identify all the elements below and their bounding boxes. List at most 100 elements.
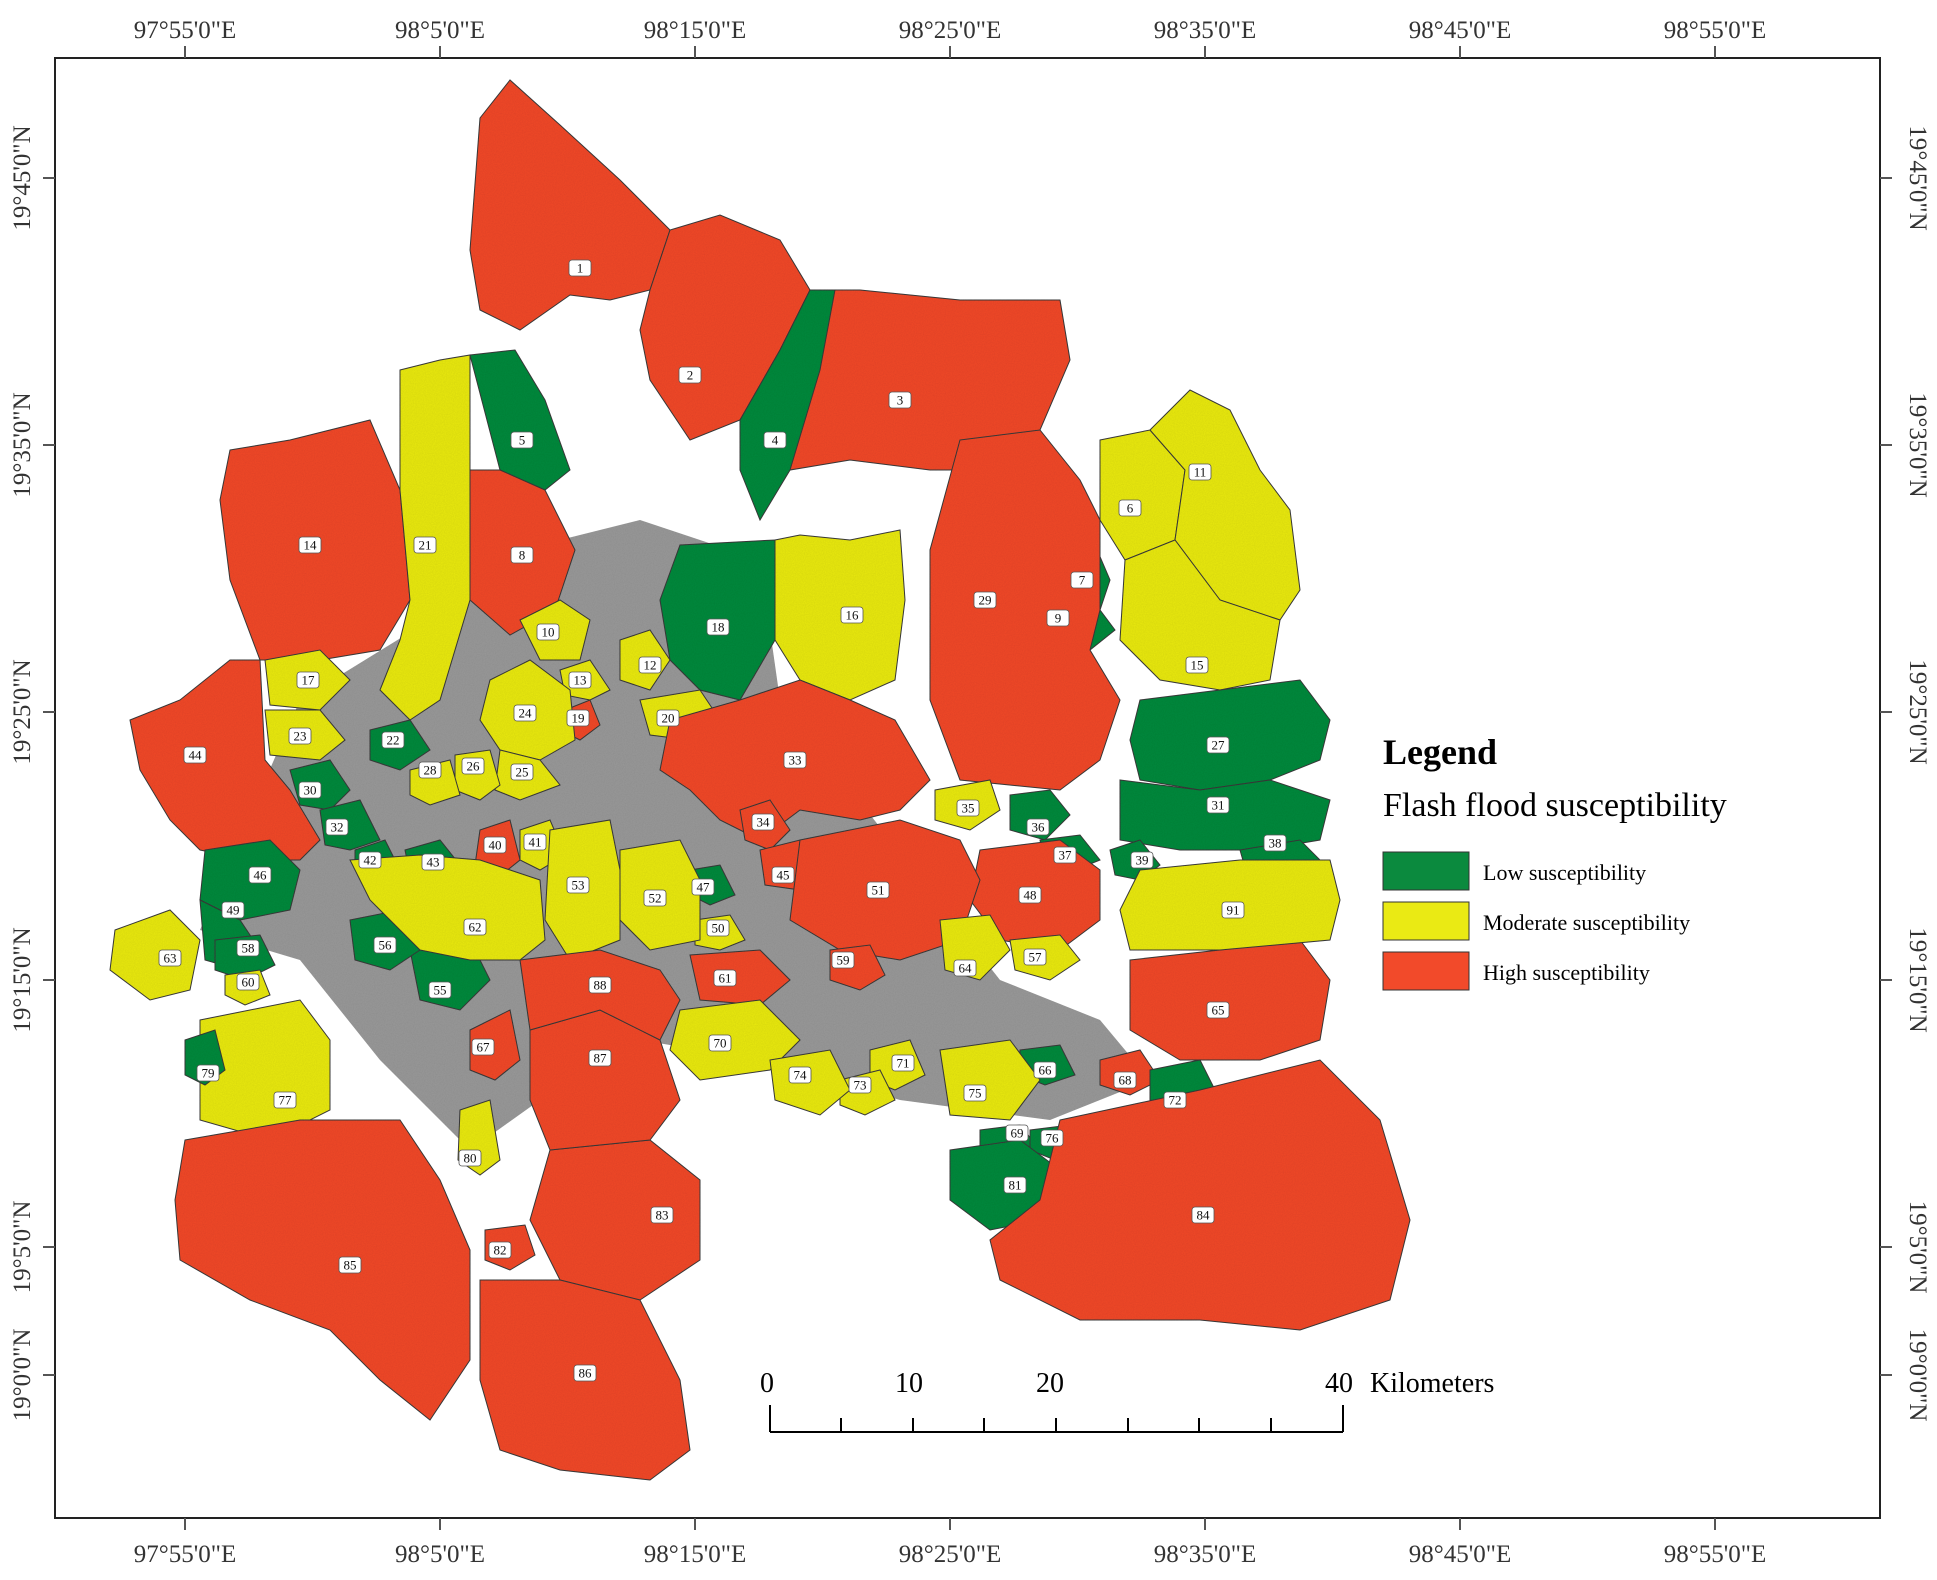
svg-text:63: 63: [164, 951, 177, 966]
basin-66-label: 66: [1033, 1061, 1057, 1079]
basin-43-label: 43: [421, 853, 445, 871]
basin-55-label: 55: [428, 981, 452, 999]
svg-text:34: 34: [757, 815, 771, 830]
basin-69-label: 69: [1005, 1124, 1029, 1142]
basin-62-region: [349, 854, 546, 961]
svg-text:55: 55: [434, 983, 447, 998]
bottom-longitude-labels: 97°55'0"E 98°5'0"E 98°15'0"E 98°25'0"E 98°35…: [134, 1541, 1766, 1568]
left-lat-label: 19°15'0"N: [9, 927, 36, 1032]
svg-text:9: 9: [1055, 611, 1062, 626]
svg-text:59: 59: [837, 953, 850, 968]
left-lat-label: 19°25'0"N: [9, 659, 36, 764]
svg-text:13: 13: [574, 673, 587, 688]
basin-15-region: [1119, 539, 1281, 691]
basin-20-label: 20: [656, 709, 680, 727]
svg-text:66: 66: [1039, 1063, 1053, 1078]
svg-text:26: 26: [467, 759, 481, 774]
bottom-lon-label: 98°55'0"E: [1664, 1541, 1766, 1568]
bottom-lon-label: 97°55'0"E: [134, 1541, 236, 1568]
svg-text:40: 40: [489, 838, 502, 853]
svg-text:12: 12: [644, 658, 657, 673]
svg-text:21: 21: [419, 538, 432, 553]
svg-text:71: 71: [897, 1056, 910, 1071]
basin-25-label: 25: [510, 763, 534, 781]
right-lat-label: 19°35'0"N: [1904, 392, 1931, 497]
svg-text:58: 58: [242, 941, 255, 956]
basin-84-label: 84: [1191, 1206, 1215, 1224]
basin-48-label: 48: [1018, 886, 1042, 904]
basin-62-label: 62: [463, 918, 487, 936]
basin-71-label: 71: [891, 1054, 915, 1072]
svg-text:32: 32: [331, 820, 344, 835]
scale-unit: Kilometers: [1370, 1368, 1494, 1399]
svg-text:65: 65: [1212, 1003, 1225, 1018]
basin-83-region: [529, 1139, 701, 1301]
left-lat-label: 19°45'0"N: [9, 125, 36, 230]
svg-text:8: 8: [519, 548, 526, 563]
legend-swatch-moderate: [1382, 901, 1470, 941]
basin-49-label: 49: [221, 901, 245, 919]
basin-31-region: [1119, 779, 1331, 851]
basin-27-region: [1129, 679, 1331, 791]
svg-text:83: 83: [656, 1208, 669, 1223]
svg-text:38: 38: [1269, 836, 1282, 851]
basin-73-label: 73: [848, 1076, 872, 1094]
bottom-lon-label: 98°35'0"E: [1154, 1541, 1256, 1568]
basin-21-label: 21: [413, 536, 437, 554]
top-lon-label: 98°35'0"E: [1154, 17, 1256, 44]
right-lat-label: 19°0'0"N: [1904, 1329, 1931, 1422]
basin-2-label: 2: [678, 366, 702, 384]
svg-text:28: 28: [424, 763, 437, 778]
legend: Legend Flash flood susceptibility Low su…: [1382, 732, 1727, 991]
basin-14-label: 14: [298, 536, 322, 554]
basin-77-region: [199, 999, 331, 1141]
basin-16-label: 16: [840, 606, 864, 624]
scale-tick-0: 0: [760, 1368, 774, 1399]
basin-57-label: 57: [1023, 948, 1047, 966]
right-lat-label: 19°15'0"N: [1904, 927, 1931, 1032]
basin-63-region: [109, 909, 201, 1001]
basin-91-label: 91: [1221, 901, 1245, 919]
legend-swatch-high: [1382, 951, 1470, 991]
basin-85-label: 85: [338, 1256, 362, 1274]
legend-item-low: Low susceptibility: [1483, 860, 1646, 885]
svg-text:14: 14: [304, 538, 318, 553]
basin-79-label: 79: [196, 1064, 220, 1082]
basin-5-label: 5: [510, 431, 534, 449]
svg-text:36: 36: [1032, 820, 1046, 835]
basin-64-label: 64: [953, 959, 977, 977]
right-latitude-labels: 19°45'0"N 19°35'0"N 19°25'0"N 19°15'0"N 19°5…: [1904, 125, 1931, 1421]
svg-text:35: 35: [962, 801, 975, 816]
basin-59-label: 59: [831, 951, 855, 969]
basin-45-label: 45: [771, 866, 795, 884]
top-lon-label: 98°15'0"E: [644, 17, 746, 44]
bottom-lon-label: 98°45'0"E: [1409, 1541, 1511, 1568]
basin-15-label: 15: [1185, 656, 1209, 674]
svg-text:47: 47: [697, 880, 711, 895]
basin-4-label: 4: [763, 431, 787, 449]
svg-text:91: 91: [1227, 903, 1240, 918]
basin-52-label: 52: [643, 889, 667, 907]
basin-32-region: [319, 799, 381, 851]
svg-text:49: 49: [227, 903, 240, 918]
basin-63-label: 63: [158, 949, 182, 967]
svg-text:27: 27: [1212, 738, 1226, 753]
basin-44-label: 44: [183, 746, 207, 764]
svg-text:79: 79: [202, 1066, 215, 1081]
basin-81-label: 81: [1003, 1176, 1027, 1194]
basin-58-label: 58: [236, 939, 260, 957]
basin-4-region: [739, 289, 836, 522]
svg-text:61: 61: [719, 971, 732, 986]
basin-75-label: 75: [963, 1084, 987, 1102]
svg-text:7: 7: [1079, 573, 1086, 588]
top-longitude-labels: 97°55'0"E 98°5'0"E 98°15'0"E 98°25'0"E 98°35…: [134, 17, 1766, 44]
scale-tick-40: 40: [1325, 1368, 1353, 1399]
bottom-lon-label: 98°25'0"E: [899, 1541, 1001, 1568]
basin-74-label: 74: [788, 1066, 812, 1084]
basin-68-label: 68: [1113, 1071, 1137, 1089]
svg-text:74: 74: [794, 1068, 808, 1083]
top-lon-label: 97°55'0"E: [134, 17, 236, 44]
basin-34-label: 34: [751, 813, 775, 831]
svg-text:5: 5: [519, 433, 526, 448]
